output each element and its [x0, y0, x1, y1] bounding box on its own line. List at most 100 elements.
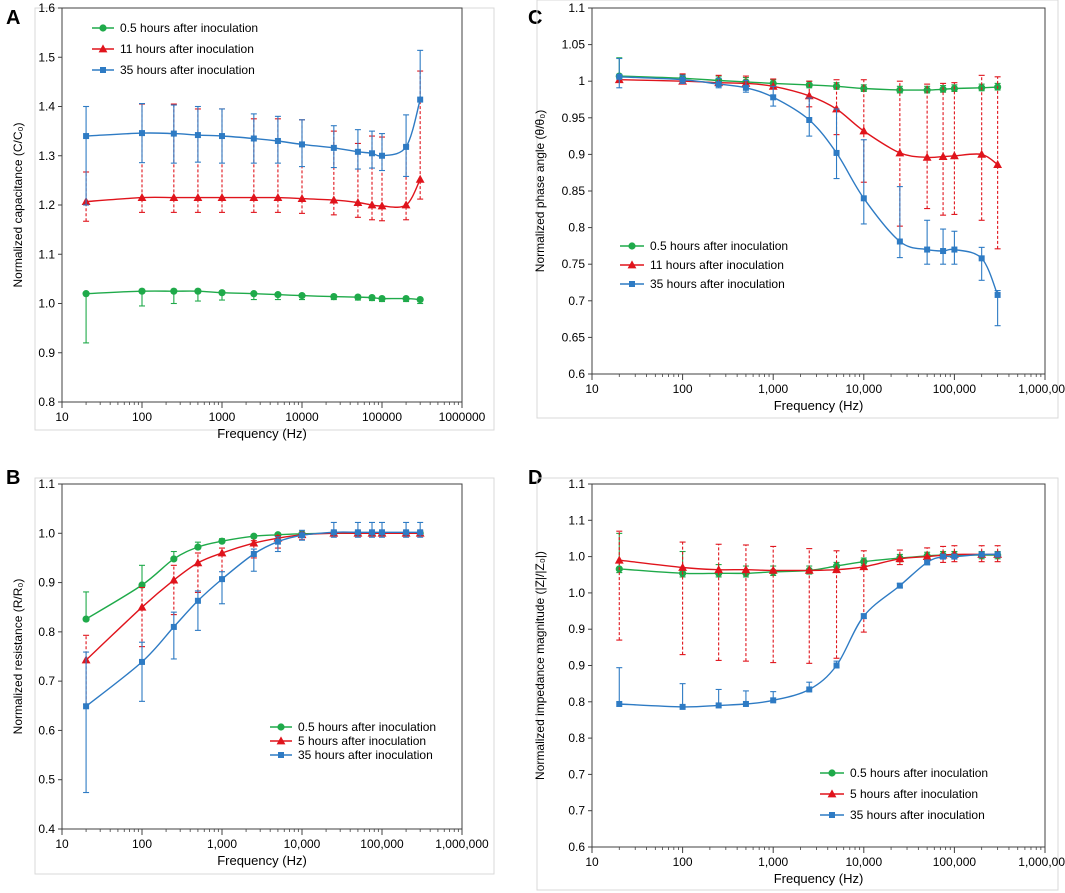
- data-point: [299, 141, 305, 148]
- data-point: [330, 293, 338, 301]
- series-a-1: [82, 287, 424, 344]
- y-tick-label-c: 0.7: [568, 294, 585, 308]
- x-tick-label-a: 1000: [209, 410, 236, 424]
- error-bar: [83, 293, 90, 344]
- y-tick-label-c: 1: [578, 74, 585, 88]
- data-point: [978, 255, 985, 262]
- error-bar: [194, 590, 201, 631]
- y-tick-label-c: 1.1: [568, 1, 585, 15]
- x-axis-title-c: Frequency (Hz): [774, 398, 864, 413]
- data-point: [714, 565, 724, 574]
- error-bar: [83, 651, 90, 794]
- data-point: [194, 287, 202, 295]
- legend-label: 11 hours after inoculation: [120, 42, 254, 56]
- x-tick-label-d: 100,000: [933, 855, 977, 869]
- y-axis-title-c: Normalized phase angle (θ/θ₀): [533, 110, 547, 272]
- data-point: [895, 554, 905, 563]
- y-axis-title-b: Normalized resistance (R/R₀): [11, 579, 25, 735]
- data-point: [832, 104, 841, 113]
- error-bar: [379, 133, 385, 172]
- data-point: [250, 135, 257, 142]
- data-point: [274, 538, 281, 545]
- data-point: [82, 290, 90, 298]
- data-point: [403, 143, 410, 150]
- error-bar: [616, 667, 623, 704]
- x-tick-label-a: 100000: [362, 410, 402, 424]
- y-tick-label-d: 1.1: [568, 477, 585, 491]
- data-point: [250, 290, 258, 298]
- data-point: [678, 562, 687, 571]
- data-point: [218, 537, 226, 545]
- x-tick-label-b: 10,000: [284, 837, 321, 851]
- data-point: [330, 529, 337, 536]
- y-tick-label-b: 0.7: [38, 674, 55, 688]
- data-point: [896, 582, 903, 589]
- data-point: [297, 193, 307, 202]
- data-point: [369, 150, 376, 157]
- data-point: [194, 543, 202, 551]
- data-point: [922, 152, 932, 161]
- data-point: [138, 581, 146, 589]
- data-point: [274, 137, 281, 144]
- x-tick-label-c: 1,000,000: [1018, 382, 1065, 396]
- data-point: [715, 81, 722, 88]
- legend-marker: [627, 260, 637, 269]
- data-point: [770, 697, 777, 704]
- data-point: [354, 529, 361, 536]
- data-point: [614, 555, 624, 564]
- x-tick-label-a: 10: [55, 410, 69, 424]
- legend-item-a-3: 35 hours after inoculation: [92, 63, 255, 77]
- data-point: [977, 149, 987, 158]
- data-point: [806, 116, 813, 123]
- legend-item-b-3: 35 hours after inoculation: [270, 748, 433, 762]
- legend-item-d-2: 5 hours after inoculation: [820, 787, 978, 801]
- y-tick-label-c: 0.85: [562, 184, 586, 198]
- error-bar: [715, 543, 722, 661]
- data-point: [401, 200, 411, 209]
- error-bar: [978, 246, 985, 281]
- data-point: [137, 602, 147, 611]
- data-point: [378, 294, 386, 303]
- series-c-2: [614, 73, 1003, 250]
- error-bar: [951, 82, 958, 215]
- y-tick-label-b: 0.9: [38, 576, 55, 590]
- data-point: [416, 295, 424, 304]
- error-bar: [679, 683, 686, 707]
- data-point: [138, 287, 146, 295]
- legend-marker: [99, 24, 107, 32]
- data-point: [742, 84, 749, 91]
- y-tick-label-a: 1.6: [38, 1, 55, 15]
- legend-marker: [628, 242, 636, 250]
- legend-marker: [278, 752, 284, 758]
- data-point: [353, 197, 363, 206]
- data-point: [139, 130, 145, 137]
- y-tick-label-b: 0.5: [38, 773, 55, 787]
- data-point: [274, 291, 282, 299]
- y-tick-label-b: 0.8: [38, 625, 55, 639]
- x-tick-label-a: 1000000: [439, 410, 486, 424]
- legend-label: 0.5 hours after inoculation: [850, 766, 988, 780]
- legend-marker: [98, 44, 108, 53]
- data-point: [249, 538, 259, 547]
- data-point: [679, 703, 686, 710]
- legend-label: 35 hours after inoculation: [120, 63, 255, 77]
- data-point: [82, 615, 90, 623]
- data-point: [379, 152, 385, 159]
- error-bar: [139, 641, 145, 702]
- legend-item-d-3: 35 hours after inoculation: [820, 808, 985, 822]
- data-point: [170, 287, 178, 295]
- data-point: [859, 126, 869, 135]
- legend-label: 0.5 hours after inoculation: [650, 239, 788, 253]
- error-bar: [833, 108, 840, 180]
- error-bar: [978, 74, 985, 221]
- data-point: [417, 96, 424, 103]
- data-point: [924, 246, 931, 253]
- x-tick-label-b: 100: [132, 837, 152, 851]
- data-point: [616, 73, 623, 80]
- y-tick-label-c: 0.8: [568, 221, 585, 235]
- y-tick-label-b: 1.1: [38, 477, 55, 491]
- data-point: [402, 294, 410, 303]
- data-point: [330, 144, 337, 151]
- data-point: [219, 133, 225, 140]
- legend-marker: [827, 789, 837, 798]
